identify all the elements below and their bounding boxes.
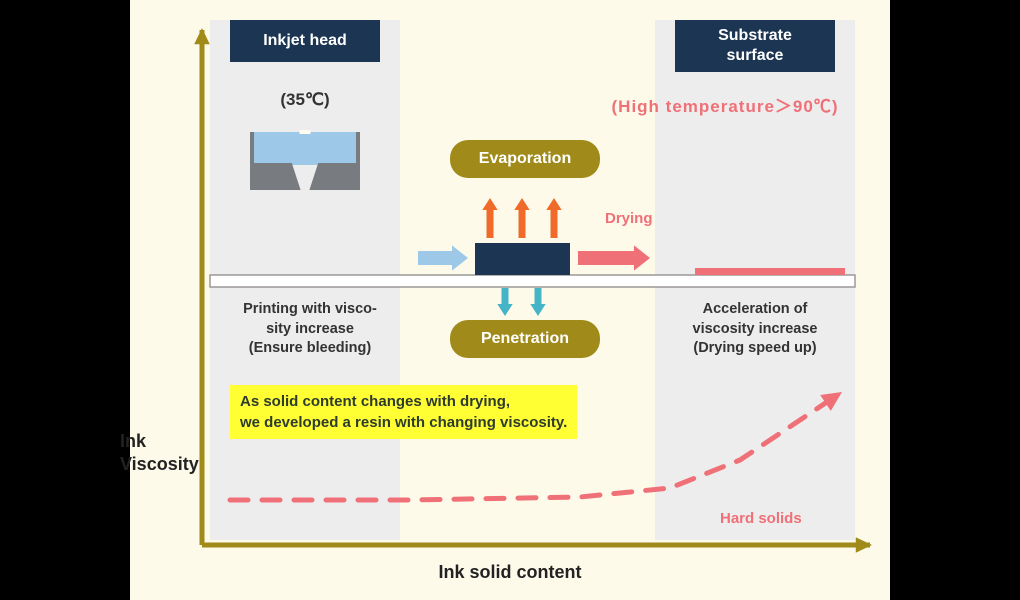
diagram-canvas: Inkjet head Substrate surface (35℃) (Hig… [130, 0, 890, 600]
hard-solids-label: Hard solids [720, 510, 802, 527]
y-axis-label: Ink Viscosity [120, 430, 199, 475]
x-axis-label: Ink solid content [380, 562, 640, 583]
